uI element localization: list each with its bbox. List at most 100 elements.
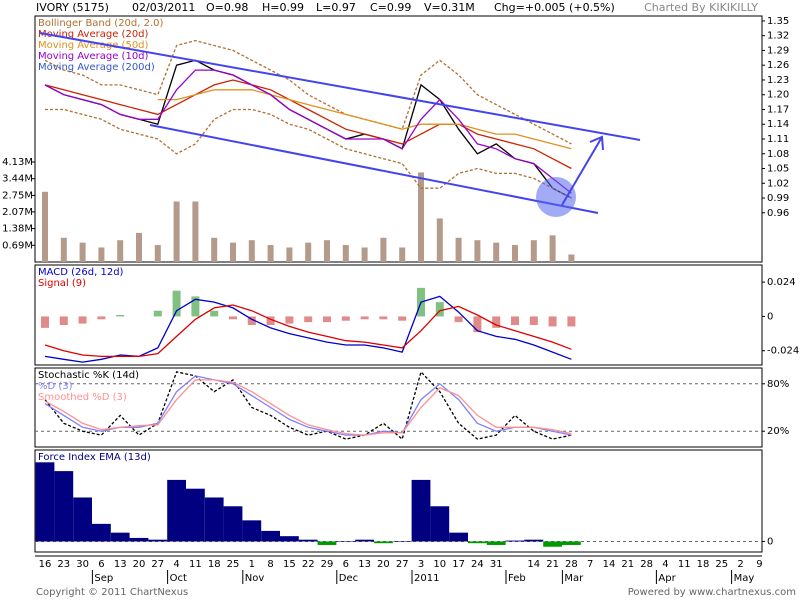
histogram-bar	[285, 316, 294, 324]
month-label: Oct	[170, 573, 187, 584]
x-tick-label: 9	[756, 559, 762, 570]
x-tick-label: 18	[697, 559, 710, 570]
x-tick-label: 24	[471, 559, 484, 570]
x-tick-label: 13	[114, 559, 127, 570]
histogram-bar	[59, 316, 68, 325]
x-tick-label: 4	[662, 559, 668, 570]
area-segment	[280, 536, 299, 542]
y-tick-label: 0.99	[767, 193, 789, 204]
histogram-bar	[548, 316, 557, 327]
histogram-bar	[435, 302, 444, 317]
volume-bar	[98, 247, 105, 262]
volume-bar	[361, 247, 368, 262]
panel	[34, 367, 763, 448]
powered-by: Powered by www.chartnexus.com	[628, 587, 796, 598]
legend-entry: Moving Average (10d)	[38, 51, 149, 62]
histogram-bar	[210, 310, 219, 317]
volume-bar	[380, 237, 387, 262]
histogram-bar	[41, 316, 49, 328]
area-segment	[468, 541, 487, 544]
legend-entry: Signal (9)	[38, 278, 86, 289]
x-tick-label: 4	[173, 559, 179, 570]
volume-bar	[136, 232, 142, 262]
volume-bar	[436, 218, 443, 262]
x-tick-label: 30	[76, 559, 89, 570]
legend-entry: Moving Average (50d)	[38, 40, 149, 51]
x-tick-label: 7	[587, 559, 593, 570]
legend-entry: %D (3)	[38, 381, 73, 392]
x-tick-label: 1	[249, 559, 255, 570]
histogram-bar	[116, 315, 125, 317]
y2-tick-label: 3.44M	[2, 174, 33, 185]
y-tick-label: 1.29	[767, 45, 789, 56]
volume-bar	[549, 235, 556, 262]
trendline	[149, 124, 599, 214]
volume-bar	[399, 247, 406, 262]
copyright: Copyright © 2011 ChartNexus	[36, 587, 188, 598]
month-label: Sep	[94, 573, 113, 584]
x-tick-label: 28	[640, 559, 653, 570]
y-tick-label: 1.08	[767, 149, 789, 160]
histogram-bar	[398, 316, 407, 321]
histogram-bar	[153, 310, 162, 317]
volume-bar	[342, 245, 349, 262]
panel	[34, 264, 763, 366]
x-tick-label: 17	[452, 559, 465, 570]
area-segment	[317, 541, 337, 545]
area-segment	[167, 479, 186, 542]
y-tick-label: 1.05	[767, 164, 789, 175]
credit: Charted By KIKIKILLY	[644, 1, 758, 14]
low: L=0.97	[316, 1, 356, 14]
volume-bar	[418, 172, 424, 262]
histogram-bar	[323, 316, 331, 323]
histogram-bar	[360, 316, 369, 320]
legend-entry: Smoothed %D (3)	[38, 392, 127, 403]
area-segment	[336, 541, 356, 542]
area-segment	[543, 541, 562, 547]
y-tick-label: 1.32	[767, 31, 789, 42]
volume-bar	[60, 237, 67, 262]
y-tick-label: 1.11	[767, 134, 789, 145]
area-segment	[186, 488, 205, 542]
series-line	[44, 370, 572, 441]
x-tick-label: 27	[151, 559, 164, 570]
area-segment	[524, 539, 544, 542]
series-line	[44, 304, 572, 358]
area-segment	[411, 479, 431, 542]
area-segment	[54, 471, 74, 542]
x-tick-label: 27	[396, 559, 409, 570]
histogram-bar	[247, 316, 256, 325]
area-segment	[223, 506, 243, 542]
month-label: Feb	[508, 573, 526, 584]
volume-bar	[192, 201, 199, 262]
volume-bar	[512, 245, 518, 262]
histogram-bar	[341, 316, 350, 321]
histogram-bar	[172, 290, 181, 317]
area-segment	[562, 541, 581, 545]
area-segment	[355, 539, 374, 542]
trendline	[39, 32, 641, 141]
month-label: 2011	[414, 573, 439, 584]
area-segment	[73, 497, 92, 542]
x-tick-label: 6	[98, 559, 104, 570]
y2-tick-label: 1.38M	[2, 224, 33, 235]
y-tick-label: 1.17	[767, 104, 789, 115]
histogram-bar	[304, 316, 313, 323]
histogram-bar	[379, 316, 388, 320]
volume-bar	[117, 240, 124, 262]
y-tick-label: 1.23	[767, 75, 789, 86]
area-segment	[148, 539, 168, 542]
x-tick-label: 25	[715, 559, 728, 570]
area-segment	[35, 462, 55, 542]
area-segment	[261, 530, 280, 542]
area-segment	[298, 539, 318, 542]
volume-bar	[79, 242, 86, 262]
highlight-circle	[536, 177, 576, 217]
y2-tick-label: 2.75M	[2, 190, 33, 201]
y-tick-label: 0	[767, 311, 773, 322]
y-tick-label: 80%	[767, 379, 789, 390]
volume-bar	[474, 240, 481, 262]
x-tick-label: 2	[737, 559, 743, 570]
volume-bar	[230, 242, 236, 262]
volume-bar	[286, 247, 293, 262]
